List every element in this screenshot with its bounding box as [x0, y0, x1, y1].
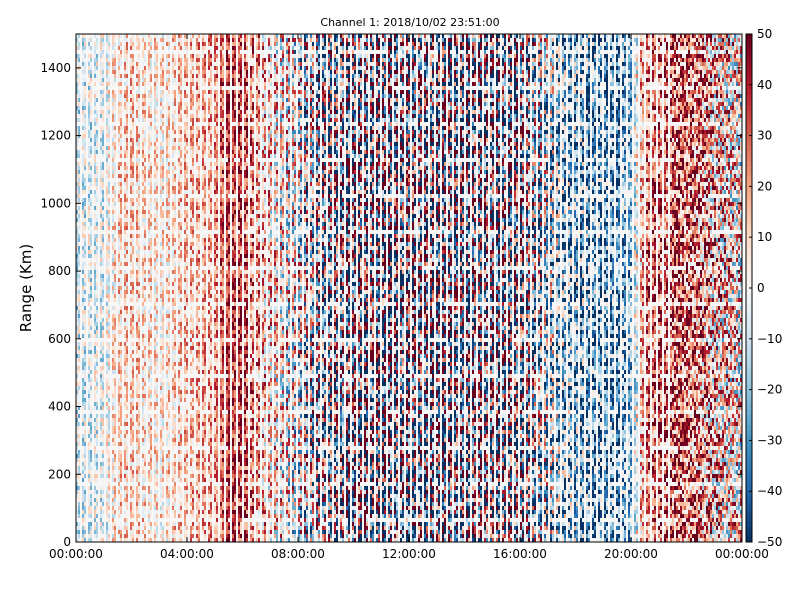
- x-tick-label: 00:00:00: [49, 547, 103, 561]
- y-tick-label: 0: [63, 535, 71, 549]
- y-tick-label: 1000: [40, 196, 71, 210]
- colorbar-tick-label: 50: [757, 27, 772, 41]
- heatmap-chart: 00:00:00 04:00:00 08:00:00 12:00:00 16:00:00…: [0, 0, 800, 600]
- x-tick-label: 20:00:00: [604, 547, 658, 561]
- y-tick-label: 200: [48, 467, 71, 481]
- y-tick-label: 800: [48, 264, 71, 278]
- x-tick-label: 12:00:00: [382, 547, 436, 561]
- x-tick-label: 08:00:00: [271, 547, 325, 561]
- colorbar-tick-label: −50: [757, 535, 782, 549]
- colorbar-tick-label: 30: [757, 129, 772, 143]
- colorbar-tick-label: −10: [757, 332, 782, 346]
- x-tick-label: 04:00:00: [160, 547, 214, 561]
- figure: Channel 1: 2018/10/02 23:51:00 Range (Km…: [0, 0, 800, 600]
- y-tick-label: 1400: [40, 61, 71, 75]
- colorbar-tick-label: 10: [757, 230, 772, 244]
- colorbar-tick-label: 0: [757, 281, 765, 295]
- colorbar-tick-label: −30: [757, 433, 782, 447]
- colorbar-tick-label: −20: [757, 383, 782, 397]
- colorbar-tick-label: 40: [757, 78, 772, 92]
- x-tick-label: 16:00:00: [493, 547, 547, 561]
- x-tick-label: 00:00:00: [715, 547, 769, 561]
- heatmap-cells: [76, 34, 742, 542]
- y-tick-label: 600: [48, 332, 71, 346]
- colorbar-tick-label: −40: [757, 484, 782, 498]
- y-tick-label: 1200: [40, 129, 71, 143]
- y-tick-label: 400: [48, 400, 71, 414]
- colorbar-tick-label: 20: [757, 179, 772, 193]
